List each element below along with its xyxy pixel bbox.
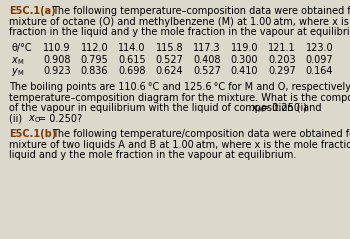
Text: The following temperature–composition data were obtained for a: The following temperature–composition da… xyxy=(52,6,350,16)
Text: = 0.250 and: = 0.250 and xyxy=(261,103,321,113)
Text: 112.0: 112.0 xyxy=(81,43,108,53)
Text: (ii): (ii) xyxy=(9,114,25,124)
Text: 0.410: 0.410 xyxy=(231,66,258,76)
Text: E5C.1(a): E5C.1(a) xyxy=(9,6,56,16)
Text: fraction in the liquid and y the mole fraction in the vapour at equilibrium.: fraction in the liquid and y the mole fr… xyxy=(9,27,350,37)
Text: 0.527: 0.527 xyxy=(155,55,183,65)
Text: = 0.250?: = 0.250? xyxy=(38,114,82,124)
Text: 123.0: 123.0 xyxy=(306,43,333,53)
Text: 0.795: 0.795 xyxy=(80,55,108,65)
Text: 115.8: 115.8 xyxy=(156,43,183,53)
Text: $y_\mathrm{M}$: $y_\mathrm{M}$ xyxy=(11,66,24,78)
Text: 0.297: 0.297 xyxy=(268,66,296,76)
Text: 0.923: 0.923 xyxy=(43,66,71,76)
Text: E5C.1(b): E5C.1(b) xyxy=(9,129,56,139)
Text: The following temperature/composition data were obtained for a: The following temperature/composition da… xyxy=(52,129,350,139)
Text: 0.836: 0.836 xyxy=(81,66,108,76)
Text: $x_\mathrm{M}$: $x_\mathrm{M}$ xyxy=(251,103,264,115)
Text: of the vapour in equilibrium with the liquid of composition (i): of the vapour in equilibrium with the li… xyxy=(9,103,310,113)
Text: 0.300: 0.300 xyxy=(231,55,258,65)
Text: 0.615: 0.615 xyxy=(118,55,146,65)
Text: 114.0: 114.0 xyxy=(118,43,146,53)
Text: 0.097: 0.097 xyxy=(306,55,333,65)
Text: mixture of two liquids A and B at 1.00 atm, where x is the mole fraction in the: mixture of two liquids A and B at 1.00 a… xyxy=(9,140,350,150)
Text: $x_\mathrm{M}$: $x_\mathrm{M}$ xyxy=(11,55,24,67)
Text: 117.3: 117.3 xyxy=(193,43,221,53)
Text: 0.908: 0.908 xyxy=(43,55,71,65)
Text: θ/°C: θ/°C xyxy=(11,43,32,53)
Text: 0.698: 0.698 xyxy=(118,66,146,76)
Text: 0.164: 0.164 xyxy=(306,66,333,76)
Text: 110.9: 110.9 xyxy=(43,43,71,53)
Text: liquid and y the mole fraction in the vapour at equilibrium.: liquid and y the mole fraction in the va… xyxy=(9,150,296,160)
Text: 0.624: 0.624 xyxy=(156,66,183,76)
Text: 0.203: 0.203 xyxy=(268,55,296,65)
Text: 0.408: 0.408 xyxy=(193,55,221,65)
Text: The boiling points are 110.6 °C and 125.6 °C for M and O, respectively. Plot the: The boiling points are 110.6 °C and 125.… xyxy=(9,82,350,92)
Text: 121.1: 121.1 xyxy=(268,43,296,53)
Text: temperature–composition diagram for the mixture. What is the composition: temperature–composition diagram for the … xyxy=(9,93,350,103)
Text: 119.0: 119.0 xyxy=(231,43,258,53)
Text: 0.527: 0.527 xyxy=(193,66,221,76)
Text: $x_\mathrm{O}$: $x_\mathrm{O}$ xyxy=(28,114,41,125)
Text: mixture of octane (O) and methylbenzene (M) at 1.00 atm, where x is the mole: mixture of octane (O) and methylbenzene … xyxy=(9,16,350,27)
